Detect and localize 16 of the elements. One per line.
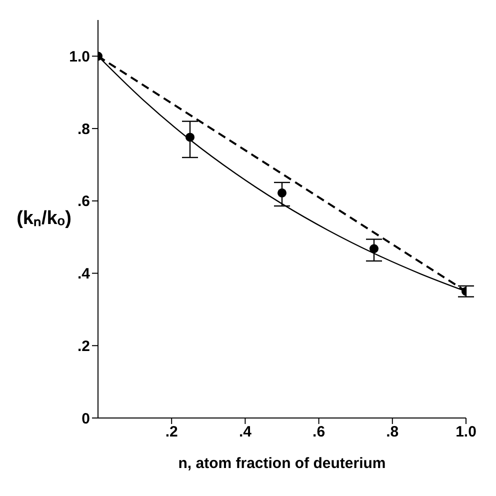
x-axis-title: n, atom fraction of deuterium xyxy=(178,455,386,472)
point xyxy=(277,188,287,198)
y-tick-label: 0 xyxy=(82,410,90,428)
point xyxy=(369,244,379,254)
y-tick-label: .4 xyxy=(77,266,91,283)
x-tick-label: 1.0 xyxy=(456,424,476,441)
y-tick-label: .2 xyxy=(77,338,90,355)
y-tick-label: 1.0 xyxy=(69,48,90,66)
y-axis-title: (kₙ/kₒ) xyxy=(16,208,72,230)
y-tick-label: .6 xyxy=(77,193,90,210)
x-tick-label: .2 xyxy=(165,424,178,441)
point xyxy=(185,132,195,142)
x-tick-label: .6 xyxy=(312,424,326,441)
y-tick-label: .8 xyxy=(77,120,90,138)
x-tick-label: .4 xyxy=(238,424,252,441)
x-tick-label: .8 xyxy=(386,424,399,441)
